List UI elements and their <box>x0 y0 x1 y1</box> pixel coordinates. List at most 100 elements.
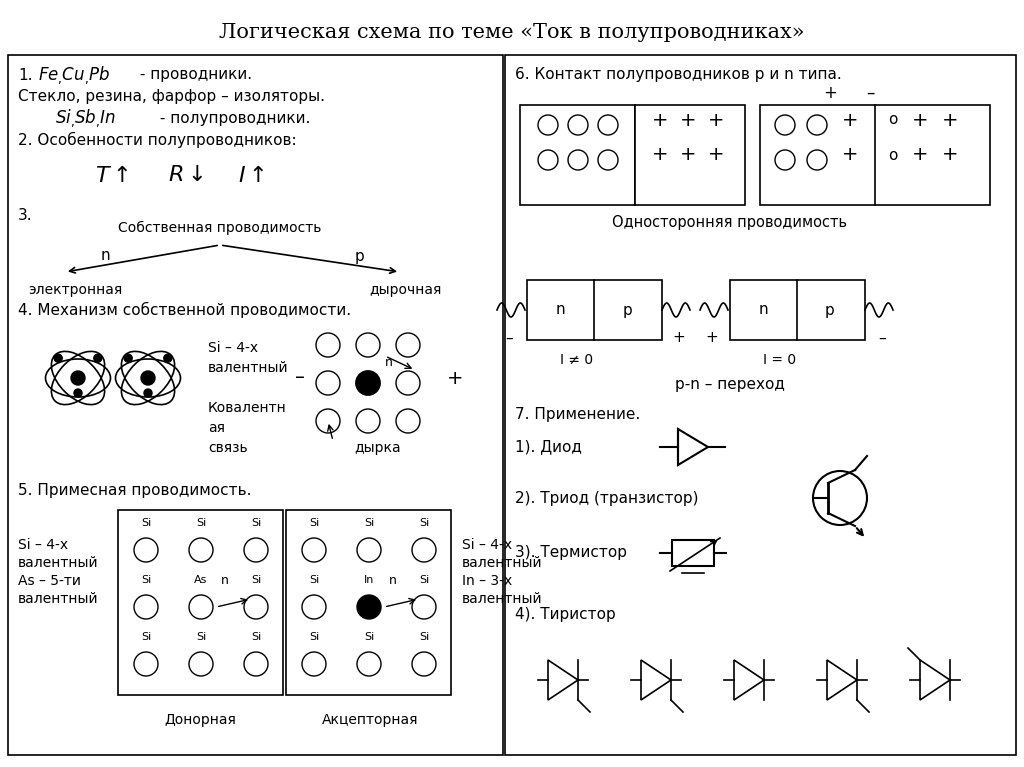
Circle shape <box>94 354 101 362</box>
Text: $\mathit{T}$$\uparrow$: $\mathit{T}$$\uparrow$ <box>95 164 129 186</box>
Circle shape <box>807 115 827 135</box>
Bar <box>286 510 451 695</box>
Text: +: + <box>942 110 958 130</box>
Text: $\mathit{Fe}_{\mathregular{,}}\mathit{Cu}_{\mathregular{,}}\mathit{Pb}$: $\mathit{Fe}_{\mathregular{,}}\mathit{Cu… <box>38 64 111 86</box>
Circle shape <box>357 652 381 676</box>
Bar <box>635 105 745 205</box>
Text: +: + <box>651 146 669 164</box>
Circle shape <box>164 354 172 362</box>
Text: дырочная: дырочная <box>369 283 441 297</box>
Text: –: – <box>866 84 874 102</box>
Circle shape <box>302 538 326 562</box>
Text: 5. Примесная проводимость.: 5. Примесная проводимость. <box>18 482 252 498</box>
Text: n: n <box>758 302 768 318</box>
Circle shape <box>356 371 380 395</box>
Text: I ≠ 0: I ≠ 0 <box>560 353 594 367</box>
Text: Односторонняя проводимость: Односторонняя проводимость <box>612 215 848 229</box>
Text: n: n <box>389 574 397 587</box>
Text: Собственная проводимость: Собственная проводимость <box>119 221 322 235</box>
Polygon shape <box>734 660 764 700</box>
Circle shape <box>357 538 381 562</box>
Text: Логическая схема по теме «Ток в полупроводниках»: Логическая схема по теме «Ток в полупров… <box>219 22 805 41</box>
Polygon shape <box>827 660 857 700</box>
Bar <box>672 540 714 566</box>
Text: Si: Si <box>141 575 152 585</box>
Bar <box>505 55 1016 755</box>
Text: In – 3-х: In – 3-х <box>462 574 512 588</box>
Text: As: As <box>195 575 208 585</box>
Circle shape <box>568 115 588 135</box>
Text: +: + <box>708 110 724 130</box>
Text: 1). Диод: 1). Диод <box>515 439 582 455</box>
Text: +: + <box>446 368 463 387</box>
Polygon shape <box>920 660 950 700</box>
Text: $\mathit{Si}_{\mathregular{,}}\mathit{Sb}_{\mathregular{,}}\mathit{In}$: $\mathit{Si}_{\mathregular{,}}\mathit{Sb… <box>55 107 116 129</box>
Circle shape <box>141 371 155 385</box>
Circle shape <box>396 409 420 433</box>
Text: Si: Si <box>364 518 374 528</box>
Text: Si: Si <box>419 575 429 585</box>
Text: As – 5-ти: As – 5-ти <box>18 574 81 588</box>
Text: +: + <box>706 331 719 345</box>
Circle shape <box>316 371 340 395</box>
Circle shape <box>775 115 795 135</box>
Circle shape <box>189 595 213 619</box>
Text: Si: Si <box>251 632 261 642</box>
Polygon shape <box>678 429 708 465</box>
Text: Si: Si <box>141 632 152 642</box>
Polygon shape <box>548 660 578 700</box>
Circle shape <box>71 371 85 385</box>
Text: валентный: валентный <box>18 556 98 570</box>
Text: ая: ая <box>208 421 225 435</box>
Text: дырка: дырка <box>354 441 401 455</box>
Circle shape <box>144 389 152 397</box>
Circle shape <box>54 354 62 362</box>
Text: In: In <box>364 575 374 585</box>
Text: –: – <box>295 368 305 387</box>
Circle shape <box>134 652 158 676</box>
Text: +: + <box>842 110 858 130</box>
Text: I = 0: I = 0 <box>764 353 797 367</box>
Circle shape <box>316 409 340 433</box>
Circle shape <box>357 595 381 619</box>
Text: Si: Si <box>196 632 206 642</box>
Text: Si: Si <box>251 518 261 528</box>
Text: +: + <box>911 110 928 130</box>
Text: 4. Механизм собственной проводимости.: 4. Механизм собственной проводимости. <box>18 302 351 318</box>
Text: 3.: 3. <box>18 208 33 222</box>
Text: $\mathit{I}$$\uparrow$: $\mathit{I}$$\uparrow$ <box>238 164 265 186</box>
Circle shape <box>412 652 436 676</box>
Text: - проводники.: - проводники. <box>135 67 252 83</box>
Text: Стекло, резина, фарфор – изоляторы.: Стекло, резина, фарфор – изоляторы. <box>18 90 325 104</box>
Bar <box>527 280 662 340</box>
Text: 6. Контакт полупроводников р и n типа.: 6. Контакт полупроводников р и n типа. <box>515 67 842 83</box>
Text: p-n – переход: p-n – переход <box>675 377 785 393</box>
Bar <box>8 55 503 755</box>
Text: +: + <box>680 146 696 164</box>
Circle shape <box>134 595 158 619</box>
Text: p: p <box>825 302 835 318</box>
Bar <box>520 105 635 205</box>
Circle shape <box>316 333 340 357</box>
Polygon shape <box>641 660 671 700</box>
Text: +: + <box>708 146 724 164</box>
Text: Si – 4-х: Si – 4-х <box>18 538 69 552</box>
Circle shape <box>598 115 618 135</box>
Circle shape <box>74 389 82 397</box>
Circle shape <box>302 595 326 619</box>
Circle shape <box>124 354 132 362</box>
Text: 7. Применение.: 7. Применение. <box>515 407 640 423</box>
Text: Si: Si <box>364 632 374 642</box>
Text: +: + <box>673 331 685 345</box>
Text: Ковалентн: Ковалентн <box>208 401 287 415</box>
Text: –: – <box>505 331 513 345</box>
Circle shape <box>244 652 268 676</box>
Text: связь: связь <box>208 441 248 455</box>
Text: - полупроводники.: - полупроводники. <box>155 110 310 126</box>
Circle shape <box>356 409 380 433</box>
Text: 3). Термистор: 3). Термистор <box>515 545 627 561</box>
Text: электронная: электронная <box>28 283 122 297</box>
Text: валентный: валентный <box>208 361 289 375</box>
Text: о: о <box>888 147 898 163</box>
Text: n: n <box>100 249 110 264</box>
